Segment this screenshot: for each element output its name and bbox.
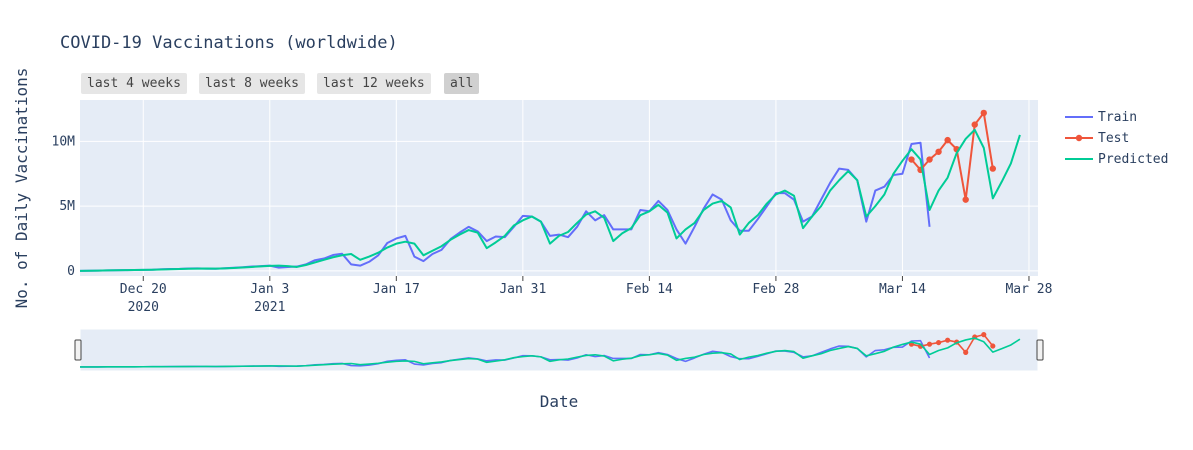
- legend-item-train[interactable]: Train: [1065, 110, 1137, 125]
- range-slider-line-predicted: [79, 337, 1021, 368]
- range-button-last-12-weeks[interactable]: last 12 weeks: [317, 73, 431, 94]
- range-button-all[interactable]: all: [444, 73, 480, 94]
- y-tick-label: 10M: [52, 134, 76, 149]
- series-line-test: [910, 111, 994, 201]
- series-point-test: [962, 196, 969, 203]
- range-slider-point-test: [963, 349, 969, 355]
- y-tick-label: 0: [67, 264, 75, 279]
- series-point-test: [989, 165, 997, 172]
- range-button-last-4-weeks[interactable]: last 4 weeks: [81, 73, 187, 94]
- chart-title: COVID-19 Vaccinations (worldwide): [60, 33, 398, 53]
- x-tick-sublabel: 2021: [254, 300, 285, 315]
- series-point-test: [908, 156, 915, 163]
- range-slider-point-test: [926, 341, 933, 347]
- series-line-predicted: [79, 128, 1021, 272]
- x-tick-label: Feb 14: [626, 282, 673, 297]
- range-slider-point-test: [990, 343, 996, 349]
- x-tick-label: Jan 17: [373, 282, 420, 297]
- range-slider-point-test: [935, 339, 942, 346]
- x-axis-title: Date: [540, 392, 579, 411]
- x-tick-label: Mar 14: [879, 282, 926, 297]
- range-button-last-8-weeks[interactable]: last 8 weeks: [199, 73, 305, 94]
- plot-area: [80, 100, 1038, 276]
- x-tick-label: Jan 31: [499, 282, 546, 297]
- series-point-test: [980, 109, 987, 117]
- range-slider-point-test: [981, 332, 987, 338]
- x-tick-label: Dec 20: [120, 282, 167, 297]
- x-tick-label: Mar 28: [1005, 282, 1052, 297]
- series-point-test: [971, 121, 978, 128]
- x-tick-label: Jan 3: [250, 282, 289, 297]
- x-tick-sublabel: 2020: [128, 300, 159, 315]
- legend-item-test[interactable]: Test: [1065, 131, 1129, 146]
- range-slider-left-handle[interactable]: [74, 339, 82, 361]
- series-point-test: [944, 136, 951, 144]
- y-axis-title: No. of Daily Vaccinations: [12, 68, 31, 309]
- y-tick-label: 5M: [59, 199, 75, 214]
- series-point-test: [935, 148, 942, 155]
- range-slider-point-test: [945, 337, 951, 343]
- legend-marker-test: [1075, 134, 1083, 142]
- legend-label-train: Train: [1098, 110, 1137, 125]
- legend-label-predicted: Predicted: [1098, 152, 1168, 167]
- legend-label-test: Test: [1098, 131, 1129, 146]
- range-slider-line-test: [911, 333, 994, 354]
- range-slider-right-handle[interactable]: [1036, 339, 1044, 361]
- legend-item-predicted[interactable]: Predicted: [1065, 152, 1168, 167]
- range-slider-track: [79, 328, 1039, 372]
- series-point-test: [926, 156, 933, 163]
- x-tick-label: Feb 28: [752, 282, 799, 297]
